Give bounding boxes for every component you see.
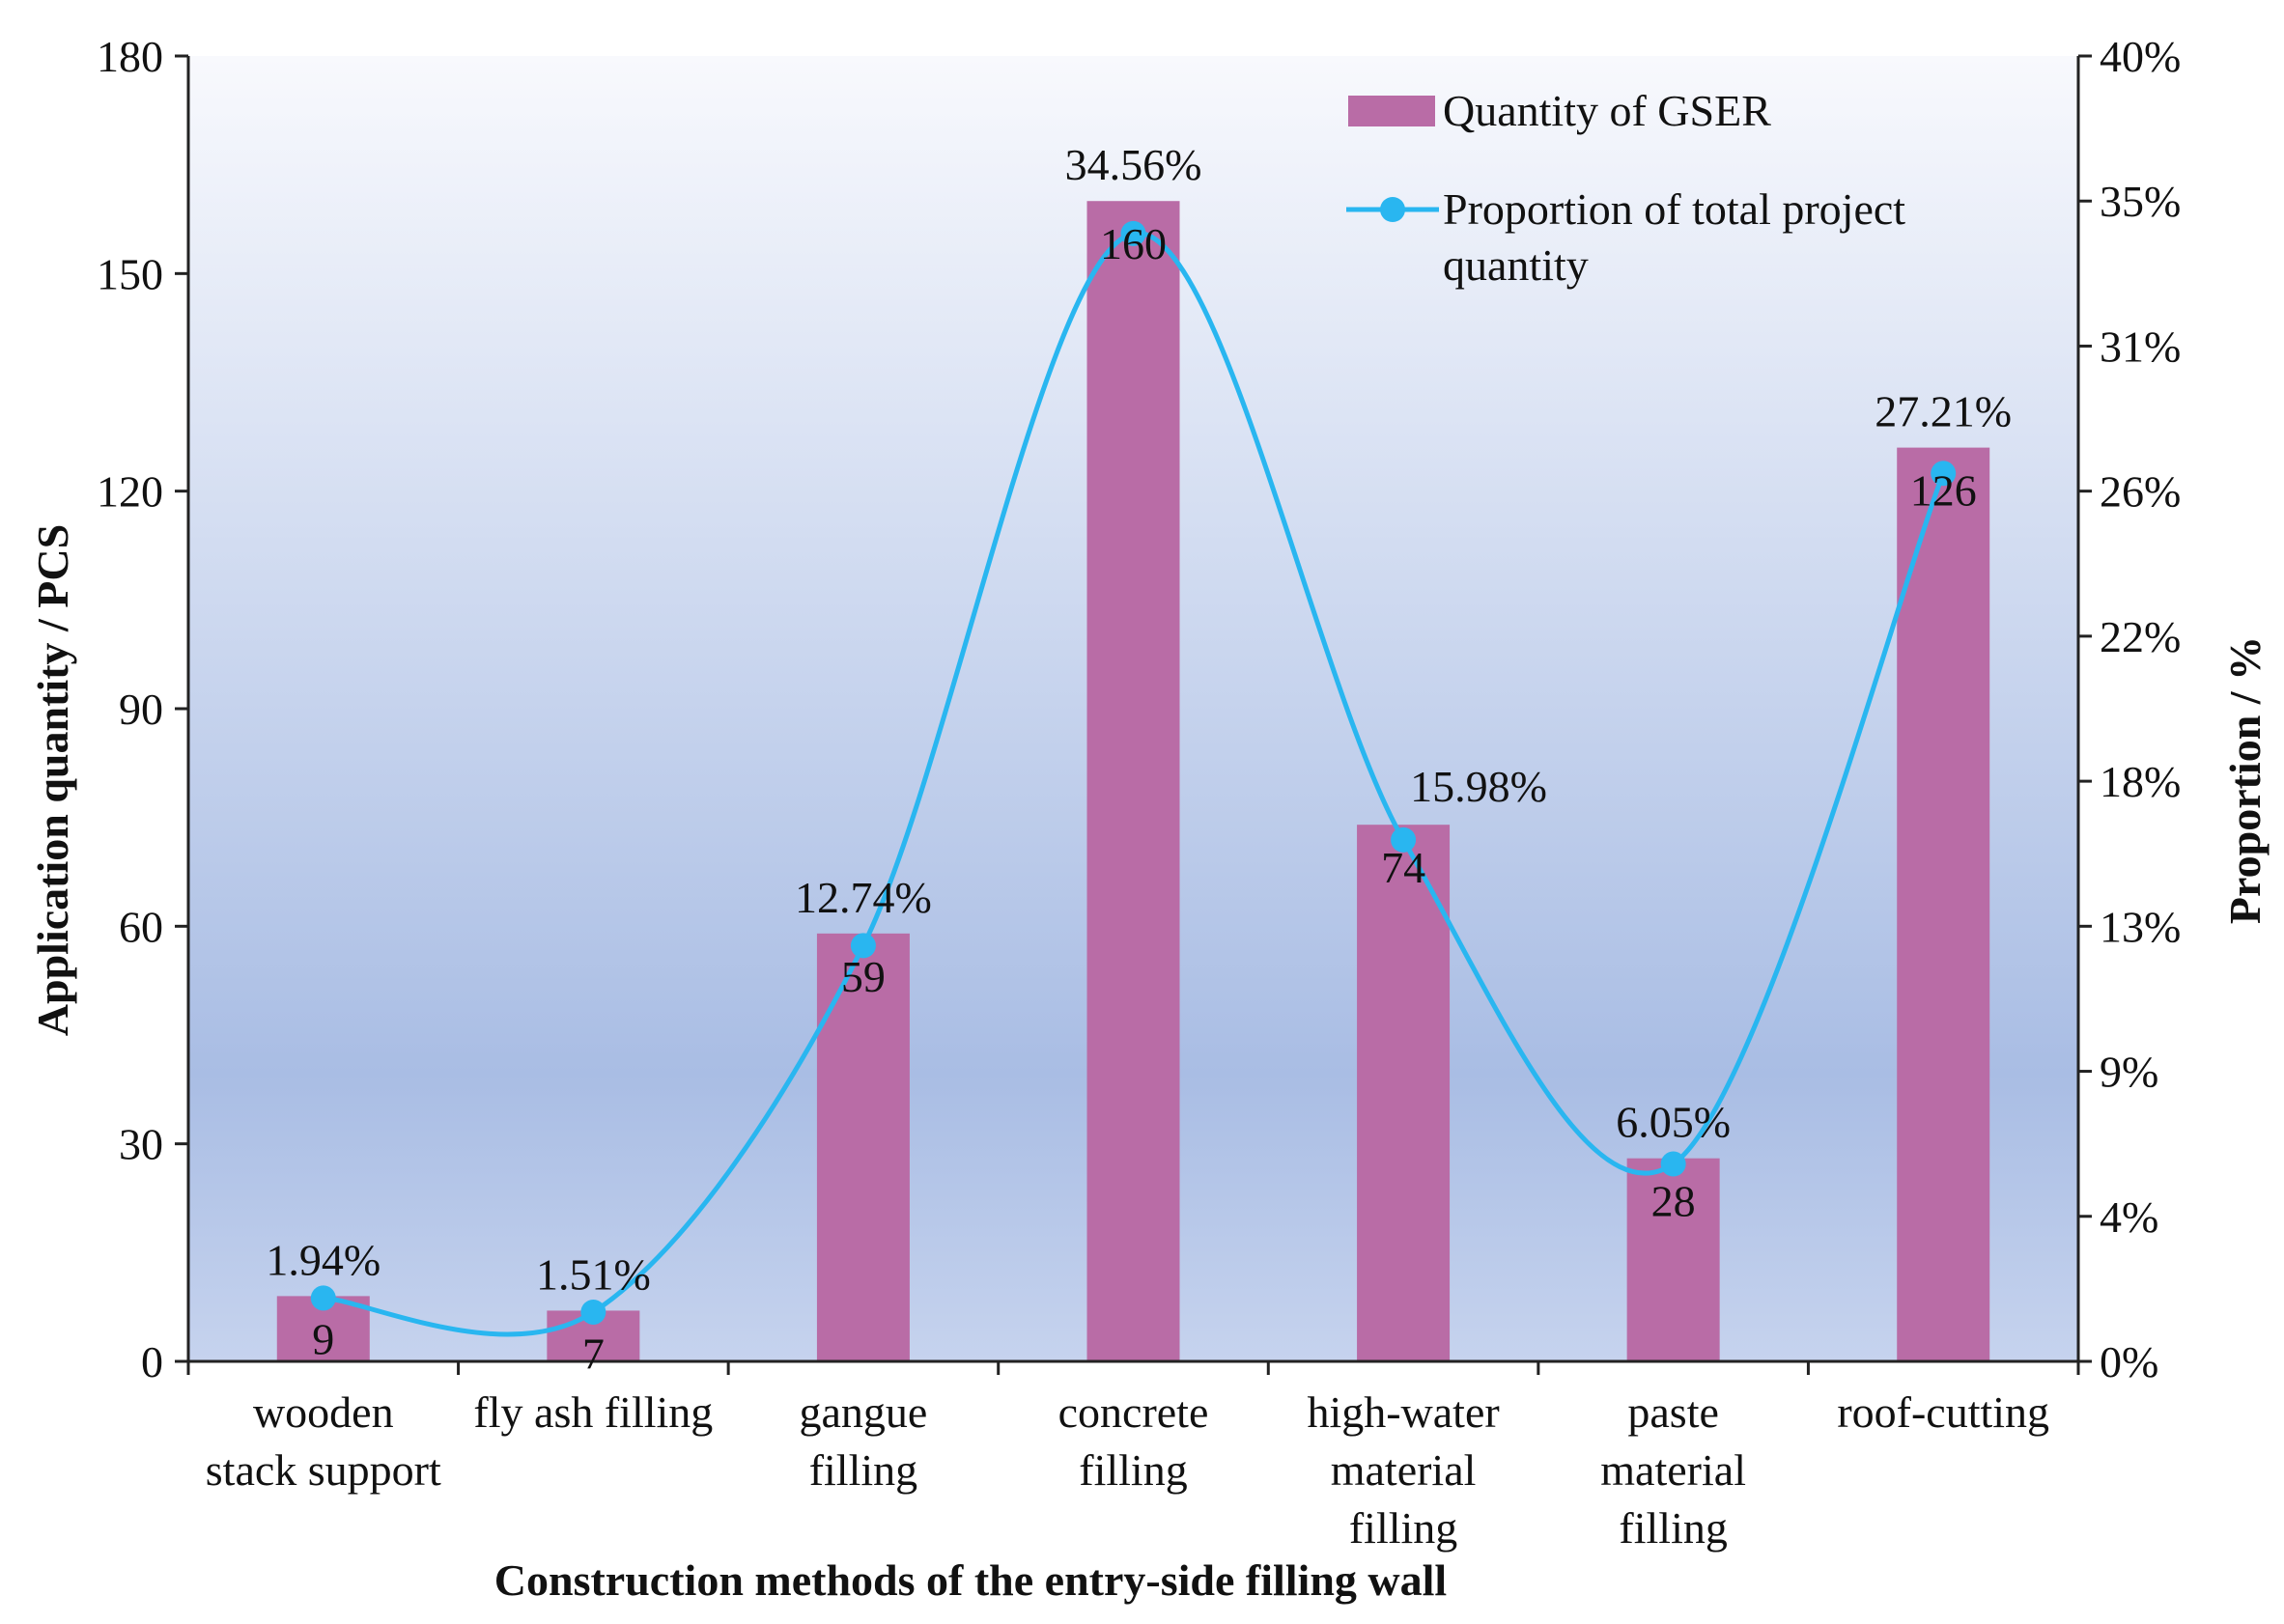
line-point-3	[1120, 220, 1146, 246]
bar-3	[1086, 201, 1180, 1362]
x-tick-label-4-line-0: high-water	[1307, 1387, 1499, 1437]
line-markers	[310, 220, 1957, 1325]
x-tick-label-6-line-0: roof-cutting	[1837, 1387, 2049, 1437]
x-tick-label-1-line-0: fly ash filling	[473, 1387, 713, 1437]
x-tick-label-5-line-1: material	[1600, 1445, 1746, 1495]
y2-tick-label-2: 9%	[2100, 1048, 2158, 1097]
x-tick-label-0: wooden stack support	[206, 1387, 441, 1495]
y-tick-label-4: 120	[97, 467, 163, 517]
line-point-6	[1931, 461, 1957, 487]
y-tick-label-2: 60	[119, 902, 163, 951]
legend-line-label-1: Proportion of total project	[1443, 184, 1905, 234]
x-tick-label-4-line-1: material	[1331, 1445, 1477, 1495]
x-tick-label-5-line-2: filling	[1619, 1503, 1727, 1553]
data-labels: 9 7 59 160 74 28 126 1.94% 1.51% 12.74% 34.56% 15.9…	[266, 140, 2012, 1378]
bar-value-label-3: 160	[1100, 219, 1167, 268]
line-value-label-4: 15.98%	[1410, 762, 1547, 811]
bar-value-label-1: 7	[582, 1329, 605, 1378]
line-value-label-2: 12.74%	[795, 873, 932, 922]
line-value-label-3: 34.56%	[1065, 140, 1202, 189]
y-axis-title: Application quantity / PCS	[28, 524, 77, 1036]
y2-tick-label-8: 35%	[2100, 177, 2181, 226]
x-tick-label-2: gangue filling	[800, 1387, 928, 1495]
y2-tick-label-3: 13%	[2100, 902, 2181, 951]
x-tick-label-4: high-water material filling	[1307, 1387, 1499, 1553]
y2-tick-label-4: 18%	[2100, 757, 2181, 806]
line-point-5	[1660, 1151, 1686, 1177]
y2-tick-label-0: 0%	[2100, 1337, 2158, 1386]
line-point-4	[1391, 826, 1417, 853]
x-tick-label-2-line-0: gangue	[800, 1387, 928, 1437]
x-tick-label-6: roof-cutting	[1837, 1387, 2049, 1437]
bar-value-label-4: 74	[1381, 843, 1425, 892]
x-tick-label-2-line-1: filling	[809, 1445, 917, 1495]
legend-line-label: Proportion of total project quantity	[1443, 184, 1917, 290]
legend-bar-label: Quantity of GSER	[1443, 86, 1771, 135]
bar-4	[1357, 825, 1451, 1361]
x-tick-label-4-line-2: filling	[1349, 1503, 1457, 1553]
x-tick-label-0-line-1: stack support	[206, 1445, 441, 1495]
y2-tick-label-7: 31%	[2100, 322, 2181, 371]
y-tick-label-0: 0	[141, 1337, 163, 1386]
x-tick-label-5-line-0: paste	[1627, 1387, 1719, 1437]
bar-6	[1897, 447, 1990, 1362]
x-tick-label-1: fly ash filling	[473, 1387, 713, 1437]
bar-value-label-2: 59	[841, 952, 886, 1001]
y-tick-label-1: 30	[119, 1120, 163, 1169]
axes: 0 30 60 90 120 150 180 0% 4% 9% 13% 18% 22% 26% 31% 35%…	[97, 32, 2181, 1553]
legend-line-label-2: quantity	[1443, 240, 1589, 290]
x-tick-label-3: concrete filling	[1058, 1387, 1209, 1495]
bar-value-label-5: 28	[1651, 1177, 1696, 1226]
line-point-2	[850, 933, 876, 959]
x-tick-label-3-line-0: concrete	[1058, 1387, 1209, 1437]
proportion-line	[323, 231, 1946, 1337]
y-tick-label-6: 180	[97, 32, 163, 81]
x-tick-label-0-line-0: wooden	[253, 1387, 394, 1437]
legend: Quantity of GSER Proportion of total pro…	[1346, 86, 1917, 290]
y2-tick-label-6: 26%	[2100, 467, 2181, 517]
y2-axis-title: Proportion / %	[2220, 636, 2270, 924]
y2-tick-label-5: 22%	[2100, 612, 2181, 661]
x-axis-title: Construction methods of the entry-side f…	[494, 1555, 1447, 1605]
x-tick-label-5: paste material filling	[1600, 1387, 1746, 1553]
y2-tick-label-9: 40%	[2100, 32, 2181, 81]
bar-5	[1626, 1158, 1720, 1361]
y2-tick-label-1: 4%	[2100, 1192, 2158, 1242]
y-tick-label-5: 150	[97, 249, 163, 298]
x-tick-label-3-line-1: filling	[1079, 1445, 1187, 1495]
y-tick-label-3: 90	[119, 685, 163, 734]
line-value-label-5: 6.05%	[1616, 1098, 1731, 1147]
line-value-label-1: 1.51%	[536, 1249, 651, 1299]
line-value-label-0: 1.94%	[266, 1235, 381, 1284]
bar-value-label-6: 126	[1910, 466, 1977, 516]
bars	[276, 201, 1990, 1362]
line-point-1	[580, 1299, 606, 1325]
line-value-label-6: 27.21%	[1875, 387, 2012, 436]
legend-line-marker	[1380, 197, 1405, 222]
line-point-0	[310, 1285, 336, 1311]
bar-value-label-0: 9	[312, 1314, 334, 1363]
legend-bar-swatch	[1348, 96, 1435, 126]
